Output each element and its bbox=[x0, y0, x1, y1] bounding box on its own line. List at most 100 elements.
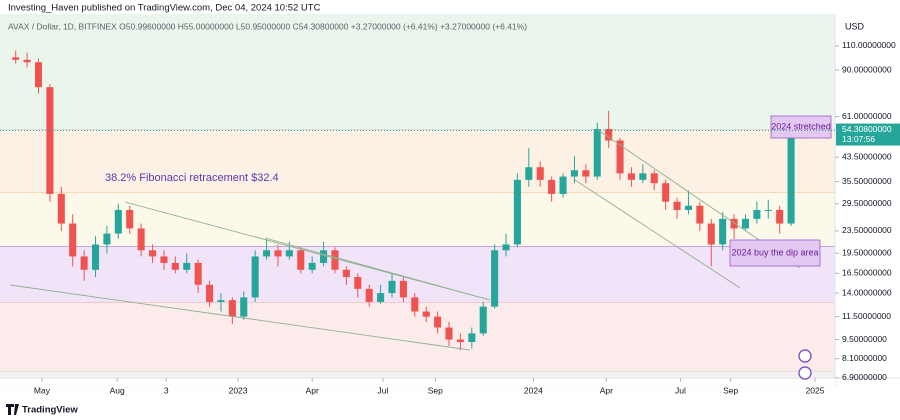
candle-body bbox=[46, 87, 54, 194]
x-tick-label: 2023 bbox=[229, 385, 248, 395]
candle-body bbox=[57, 193, 65, 224]
time-scale bbox=[0, 378, 835, 398]
y-tick-label: 8.10000000 bbox=[842, 353, 887, 363]
x-tick-label: 3 bbox=[164, 385, 169, 395]
currency: USD bbox=[845, 21, 865, 31]
candle-body bbox=[570, 170, 578, 177]
y-tick-label: 11.50000000 bbox=[842, 311, 891, 321]
x-tick-label: Sep bbox=[723, 385, 738, 395]
zone bbox=[0, 302, 835, 372]
annotation-box bbox=[729, 239, 821, 267]
candle-body bbox=[194, 262, 202, 285]
candle-body bbox=[787, 138, 795, 224]
candle-body bbox=[548, 179, 556, 194]
candle-body bbox=[240, 297, 248, 317]
x-tick-label: Aug bbox=[110, 385, 125, 395]
candle-body bbox=[103, 233, 111, 245]
y-tick-label: 35.50000000 bbox=[842, 176, 892, 186]
candle-body bbox=[434, 316, 442, 328]
candle-body bbox=[331, 250, 339, 270]
candle-body bbox=[639, 173, 647, 180]
y-tick-label: 90.00000000 bbox=[842, 64, 892, 74]
trendline bbox=[9, 284, 471, 351]
candle-body bbox=[525, 167, 533, 180]
x-tick-label: 2024 bbox=[524, 385, 543, 395]
header: Investing_Haven published on TradingView… bbox=[8, 3, 321, 14]
candle-body bbox=[479, 306, 487, 334]
candle-body bbox=[593, 129, 601, 177]
candle-body bbox=[764, 209, 772, 211]
x-tick-label: May bbox=[34, 385, 51, 395]
candle-body bbox=[456, 339, 464, 343]
footer-bg bbox=[0, 398, 900, 420]
candle-body bbox=[491, 250, 499, 307]
candle-body bbox=[23, 59, 31, 63]
icon bbox=[798, 366, 812, 380]
candle-body bbox=[217, 300, 225, 302]
candle-body bbox=[171, 262, 179, 270]
candle-body bbox=[559, 176, 567, 194]
footer: TradingView bbox=[22, 405, 78, 416]
candle-body bbox=[776, 209, 784, 224]
candle-body bbox=[741, 218, 750, 229]
fib-annotation: 38.2% Fibonacci retracement $32.4 bbox=[105, 172, 279, 184]
candle-body bbox=[160, 256, 168, 263]
candle-body bbox=[377, 293, 385, 302]
annotation-box bbox=[770, 115, 832, 139]
candle-body bbox=[342, 269, 350, 278]
candle-body bbox=[650, 173, 658, 184]
y-tick-label: 6.90000000 bbox=[842, 372, 887, 382]
candle-body bbox=[80, 256, 88, 270]
y-tick-label: 29.50000000 bbox=[842, 198, 892, 208]
candle-body bbox=[137, 228, 145, 251]
candle-body bbox=[582, 170, 590, 177]
candle-body bbox=[684, 205, 693, 210]
candle-body bbox=[297, 250, 305, 270]
y-tick-label: 23.50000000 bbox=[842, 225, 892, 235]
zone bbox=[0, 246, 835, 303]
last-price-label: 54.30800000 bbox=[842, 124, 892, 134]
candle-body bbox=[34, 62, 43, 88]
trendline bbox=[264, 237, 491, 301]
y-tick-label: 19.50000000 bbox=[842, 248, 892, 258]
x-tick-label: Apr bbox=[600, 385, 613, 395]
candle-body bbox=[536, 167, 544, 180]
candle-body bbox=[228, 300, 236, 317]
trendline bbox=[574, 179, 741, 289]
price-scale bbox=[835, 14, 900, 388]
candle-body bbox=[399, 280, 407, 298]
candle-body bbox=[365, 288, 373, 302]
last-price-box bbox=[836, 123, 900, 146]
icon bbox=[798, 349, 812, 363]
y-tick-label: 16.50000000 bbox=[842, 268, 892, 278]
y-tick-label: 110.00000000 bbox=[842, 40, 896, 50]
stretched-annotation: 2024 stretched bbox=[771, 121, 831, 131]
y-tick-label: 43.50000000 bbox=[842, 151, 892, 161]
axes: 110.00000000 90.00000000 61.00000000 43.500… bbox=[0, 40, 900, 395]
candle-body bbox=[206, 284, 214, 302]
zone bbox=[0, 14, 835, 130]
candle-body bbox=[388, 280, 396, 294]
zones bbox=[0, 14, 835, 389]
logo bbox=[6, 404, 19, 415]
candle-body bbox=[285, 250, 293, 257]
x-tick-label: Sep bbox=[428, 385, 443, 395]
x-tick-label: Jul bbox=[675, 385, 686, 395]
x-tick-label: 2025 bbox=[806, 385, 825, 395]
candle-body bbox=[445, 327, 453, 340]
candle-body bbox=[251, 256, 259, 298]
candle-body bbox=[662, 183, 670, 202]
candle-body bbox=[627, 173, 635, 180]
candle-body bbox=[422, 311, 430, 317]
y-tick-label: 9.50000000 bbox=[842, 334, 887, 344]
candle-body bbox=[468, 333, 476, 343]
candle-body bbox=[354, 277, 362, 289]
dip-annotation: 2024 buy the dip area bbox=[731, 247, 818, 257]
candle-body bbox=[753, 209, 761, 219]
candle-body bbox=[126, 209, 134, 229]
candle-body bbox=[12, 57, 20, 60]
x-tick-label: Apr bbox=[306, 385, 319, 395]
x-tick-label: Jul bbox=[377, 385, 388, 395]
candle-body bbox=[69, 223, 77, 257]
